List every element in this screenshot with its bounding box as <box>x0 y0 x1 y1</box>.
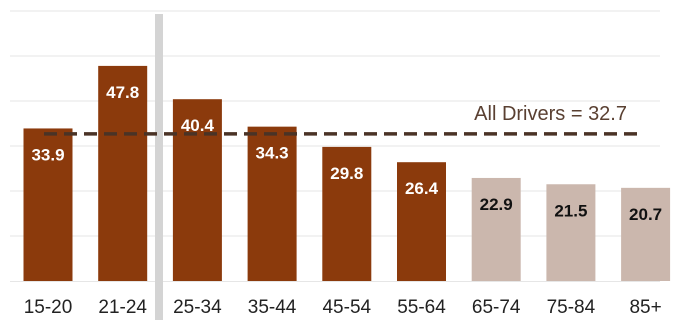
bar-85+ <box>621 187 671 281</box>
x-tick-label: 65-74 <box>472 297 521 318</box>
bar-65-74 <box>471 177 521 281</box>
bar-value-label: 21.5 <box>554 201 587 220</box>
bar-value-label: 26.4 <box>405 179 439 198</box>
bar-45-54 <box>322 146 372 281</box>
reference-line-label: All Drivers = 32.7 <box>474 103 627 125</box>
x-tick-label: 25-34 <box>173 297 222 318</box>
vertical-divider <box>155 14 163 320</box>
bar-value-label: 47.8 <box>106 83 139 102</box>
x-tick-label: 75-84 <box>547 297 596 318</box>
bar-21-24 <box>98 65 148 282</box>
bar-value-label: 40.4 <box>181 116 215 135</box>
bar-25-34 <box>172 99 222 281</box>
bars: 33.9 47.8 40.4 34.3 29.8 26.4 22.9 21.5 20.7 <box>23 65 671 282</box>
x-tick-label: 55-64 <box>397 297 446 318</box>
bar-value-label: 34.3 <box>256 144 289 163</box>
x-tick-label: 85+ <box>629 297 661 318</box>
bar-value-label: 29.8 <box>330 164 363 183</box>
bar-value-label: 20.7 <box>629 205 662 224</box>
bar-75-84 <box>546 184 596 281</box>
x-axis-tick-labels: 15-20 21-24 25-34 35-44 45-54 55-64 65-74 75-84… <box>24 297 662 318</box>
bar-55-64 <box>397 162 446 281</box>
x-tick-label: 15-20 <box>24 297 73 318</box>
x-tick-label: 35-44 <box>248 297 297 318</box>
bar-value-label: 33.9 <box>31 145 64 164</box>
bar-15-20 <box>23 128 73 281</box>
x-tick-label: 21-24 <box>98 297 147 318</box>
bar-35-44 <box>247 126 297 282</box>
bar-value-label: 22.9 <box>480 195 513 214</box>
x-tick-label: 45-54 <box>322 297 371 318</box>
